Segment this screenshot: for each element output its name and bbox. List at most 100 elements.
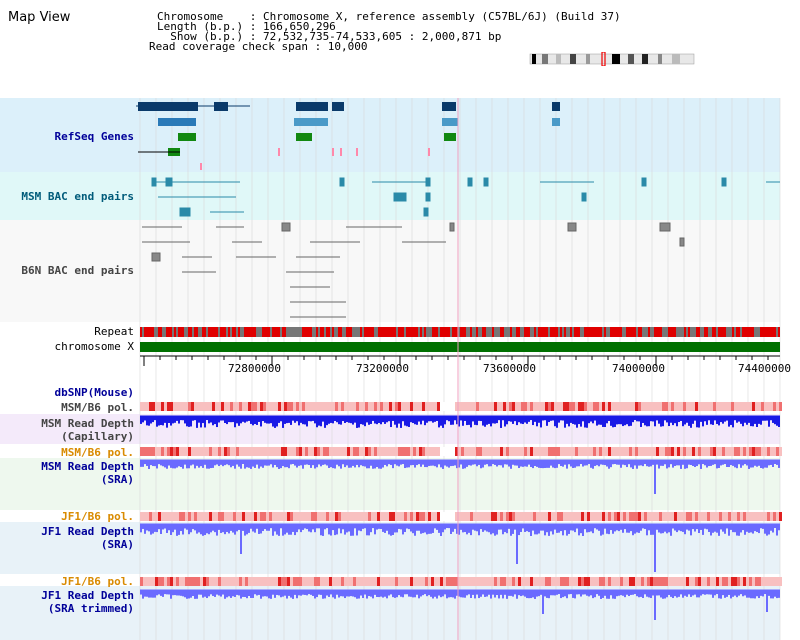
depth-bar (488, 590, 490, 595)
depth-bar (216, 590, 218, 595)
depth-bar (372, 416, 374, 421)
depth-bar (286, 416, 288, 424)
pol-cell (506, 447, 509, 456)
depth-bar (224, 524, 226, 535)
pol-cell (332, 577, 335, 586)
depth-bar (208, 524, 210, 535)
pol-cell (512, 402, 515, 411)
depth-bar (504, 460, 506, 465)
depth-bar (484, 524, 486, 531)
depth-bar (214, 460, 216, 466)
pol-cell (311, 577, 314, 586)
depth-bar (254, 416, 256, 425)
pol-cell (518, 512, 521, 521)
pol-cell (422, 447, 425, 456)
repeat-element (492, 327, 494, 337)
pol-cell (449, 577, 452, 586)
repeat-element (526, 327, 528, 337)
depth-bar (414, 524, 416, 536)
depth-bar (632, 590, 634, 595)
pol-cell (479, 402, 482, 411)
depth-bar (498, 416, 500, 421)
pol-cell (398, 577, 401, 586)
depth-bar (410, 416, 412, 423)
pol-cell (515, 512, 518, 521)
pol-cell (476, 402, 479, 411)
depth-bar (268, 590, 270, 599)
msm-b6-pol-label-1: MSM/B6 pol. (61, 401, 134, 414)
depth-bar (352, 416, 354, 425)
repeat-element (706, 327, 708, 337)
depth-bar (640, 590, 642, 597)
pol-cell (731, 402, 734, 411)
pol-cell (680, 402, 683, 411)
depth-bar (642, 524, 644, 529)
pol-cell (623, 402, 626, 411)
depth-bar (556, 524, 558, 533)
depth-bar (412, 460, 414, 466)
repeat-element (724, 327, 726, 337)
depth-bar (508, 590, 510, 596)
depth-bar (456, 460, 458, 469)
pol-cell (563, 512, 566, 521)
depth-bar (606, 416, 608, 424)
depth-bar (692, 524, 694, 530)
pol-cell (470, 447, 473, 456)
depth-bar (456, 590, 458, 596)
depth-bar (160, 524, 162, 535)
depth-bar (502, 460, 504, 468)
repeat-element (214, 327, 216, 337)
depth-bar (646, 524, 648, 536)
pol-cell (371, 402, 374, 411)
depth-bar (648, 590, 650, 598)
depth-bar (300, 590, 302, 596)
pol-cell (383, 512, 386, 521)
depth-bar (672, 590, 674, 599)
pol-cell (185, 402, 188, 411)
depth-bar (336, 416, 338, 423)
pol-cell (266, 447, 269, 456)
depth-bar (196, 590, 198, 599)
pol-cell (437, 512, 440, 521)
depth-bar (608, 460, 610, 469)
depth-bar (688, 416, 690, 426)
depth-bar (158, 524, 160, 530)
pol-cell (212, 402, 215, 411)
depth-bar (528, 460, 530, 465)
depth-bar (248, 460, 250, 468)
pol-cell (167, 512, 170, 521)
depth-bar (270, 524, 272, 529)
gene (178, 133, 196, 141)
depth-bar (612, 460, 614, 465)
pol-cell (338, 447, 341, 456)
depth-bar (758, 590, 760, 599)
pol-cell (731, 512, 734, 521)
page-title: Map View (8, 10, 71, 25)
depth-bar (670, 524, 672, 536)
pol-cell (773, 447, 776, 456)
depth-bar (486, 590, 488, 597)
gene (158, 118, 196, 126)
depth-bar (712, 416, 714, 425)
depth-bar (444, 416, 446, 425)
chromosome-ideogram[interactable] (528, 52, 698, 66)
pol-cell (320, 512, 323, 521)
pol-cell (602, 577, 605, 586)
pol-cell (713, 512, 716, 521)
pol-cell (407, 402, 410, 411)
depth-bar (582, 524, 584, 536)
depth-bar (198, 416, 200, 423)
repeat-element (460, 327, 462, 337)
pol-cell (245, 447, 248, 456)
depth-bar (376, 524, 378, 530)
depth-bar (222, 460, 224, 467)
depth-bar (330, 416, 332, 423)
depth-bar (348, 590, 350, 597)
depth-bar (596, 460, 598, 466)
depth-bar (360, 524, 362, 532)
depth-bar (216, 460, 218, 465)
depth-bar (658, 460, 660, 469)
pol-cell (605, 577, 608, 586)
depth-bar (588, 460, 590, 465)
